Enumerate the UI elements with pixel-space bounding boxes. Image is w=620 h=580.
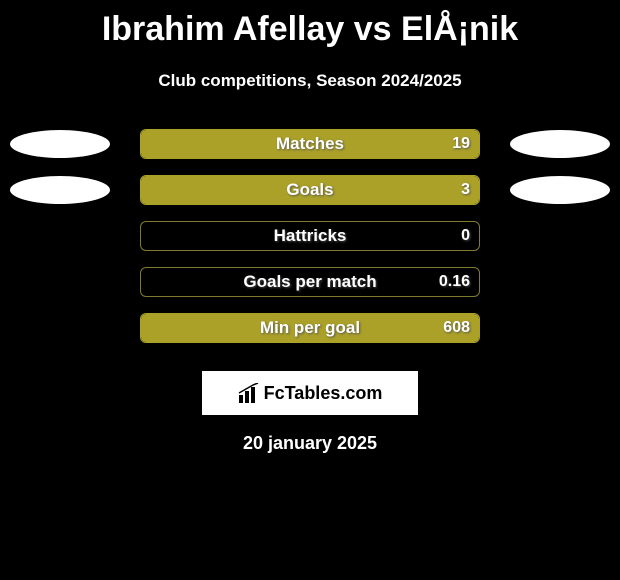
chart-icon — [238, 383, 260, 403]
chart-row: Min per goal608 — [0, 305, 620, 351]
bar-label: Goals per match — [140, 272, 480, 292]
chart-row: Goals per match0.16 — [0, 259, 620, 305]
date-text: 20 january 2025 — [0, 433, 620, 454]
logo-box: FcTables.com — [202, 371, 418, 415]
bar-label: Hattricks — [140, 226, 480, 246]
bar-label: Matches — [140, 134, 480, 154]
bar-label: Min per goal — [140, 318, 480, 338]
page-title: Ibrahim Afellay vs ElÅ¡nik — [0, 0, 620, 49]
right-ellipse — [510, 176, 610, 204]
left-ellipse — [10, 176, 110, 204]
chart-row: Goals3 — [0, 167, 620, 213]
bar-value: 0 — [461, 227, 470, 245]
bar-value: 19 — [452, 135, 470, 153]
left-ellipse — [10, 130, 110, 158]
comparison-chart: Matches19Goals3Hattricks0Goals per match… — [0, 121, 620, 351]
chart-row: Matches19 — [0, 121, 620, 167]
chart-row: Hattricks0 — [0, 213, 620, 259]
bar-value: 0.16 — [439, 273, 470, 291]
logo-content: FcTables.com — [238, 383, 383, 404]
bar-label: Goals — [140, 180, 480, 200]
logo-text: FcTables.com — [264, 383, 383, 404]
right-ellipse — [510, 130, 610, 158]
bar-value: 3 — [461, 181, 470, 199]
bar-value: 608 — [443, 319, 470, 337]
subtitle: Club competitions, Season 2024/2025 — [0, 71, 620, 91]
